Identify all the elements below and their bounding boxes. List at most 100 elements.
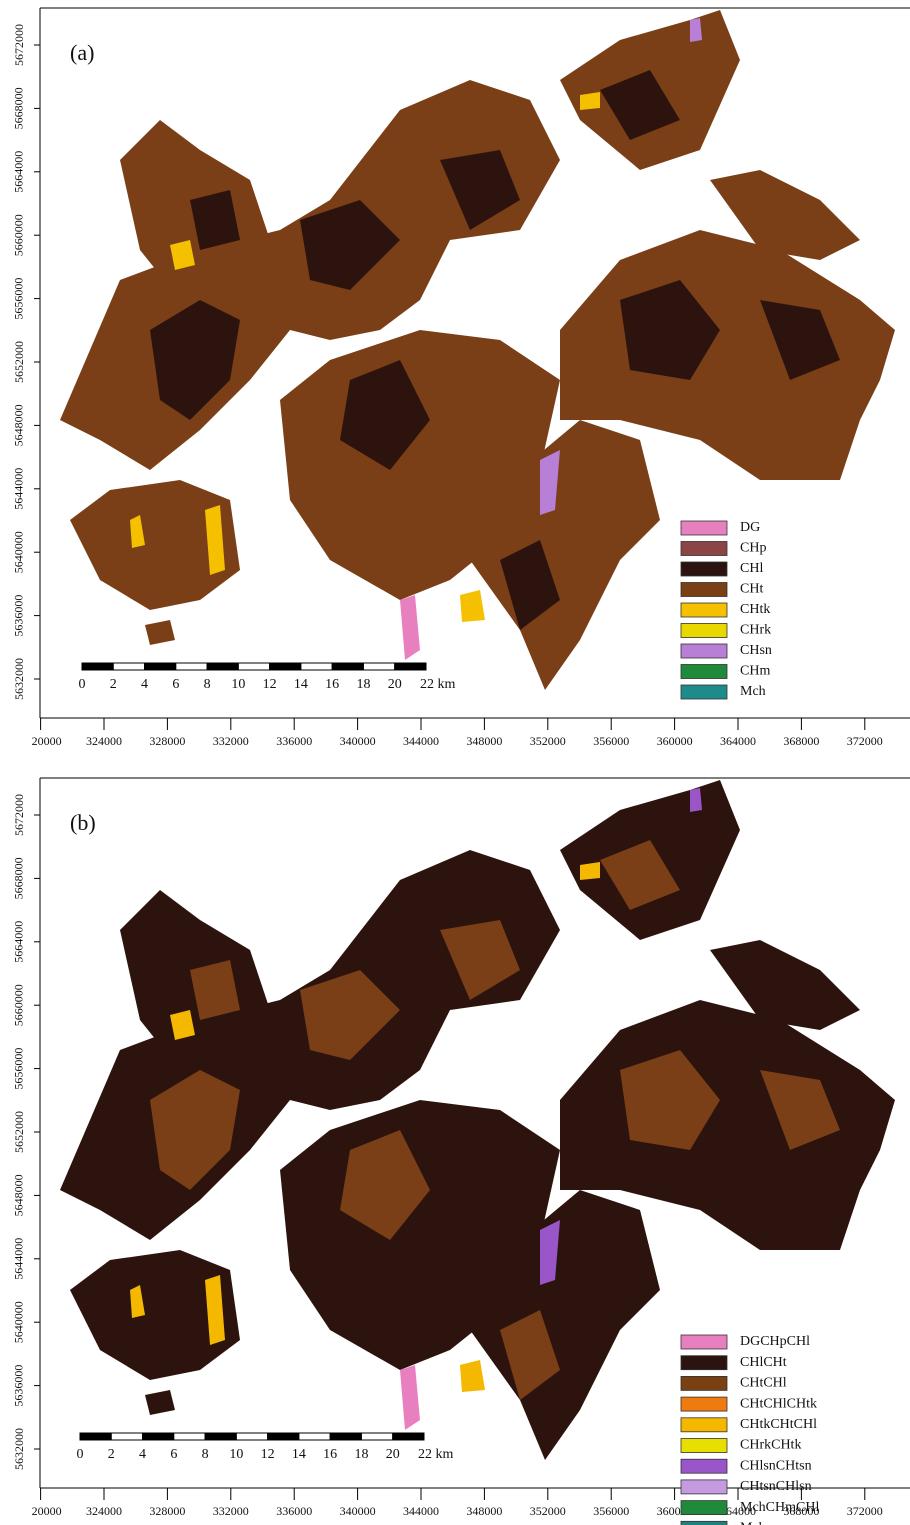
- soil-patch: [620, 280, 720, 380]
- scale-segment: [392, 1432, 425, 1441]
- scale-label: 12: [261, 1447, 275, 1462]
- soil-patch: [300, 970, 400, 1060]
- legend-swatch: [680, 1417, 728, 1433]
- soil-patch: [580, 92, 600, 110]
- scale-label: 22 km: [418, 1447, 454, 1462]
- legend-swatch: [680, 623, 728, 638]
- scale-label: 16: [325, 677, 339, 692]
- legend-swatch: [680, 643, 728, 659]
- x-tick-label: 348000: [466, 734, 502, 748]
- x-tick-label: 344000: [403, 1504, 439, 1518]
- soil-patch: [150, 1070, 240, 1190]
- scale-segment: [142, 1432, 175, 1441]
- x-tick-label: 356000: [593, 1504, 629, 1518]
- land-unit: [70, 1250, 240, 1380]
- y-tick-label: 5672000: [12, 24, 26, 66]
- scale-label: 6: [172, 677, 179, 692]
- soil-patch: [190, 960, 240, 1020]
- y-tick-label: 5664000: [12, 151, 26, 193]
- legend-label: CHsn: [740, 643, 772, 658]
- x-tick-label: 372000: [847, 734, 883, 748]
- y-tick-label: 5636000: [12, 595, 26, 637]
- scale-label: 10: [229, 1447, 243, 1462]
- scale-label: 8: [202, 1447, 209, 1462]
- soil-patch: [205, 505, 225, 575]
- x-tick-label: 324000: [86, 1504, 122, 1518]
- scale-label: 18: [354, 1447, 368, 1462]
- soil-patch: [190, 190, 240, 250]
- legend-swatch: [680, 602, 728, 618]
- x-tick-label: 352000: [530, 1504, 566, 1518]
- legend-swatch: [680, 561, 728, 577]
- land-unit: [145, 620, 175, 645]
- scale-segment: [144, 662, 177, 671]
- y-tick-label: 5672000: [12, 794, 26, 836]
- legend-label: CHtk: [740, 602, 770, 617]
- soil-patch: [600, 840, 680, 910]
- scale-segment: [81, 662, 114, 671]
- scale-segment: [360, 1432, 394, 1441]
- x-tick-label: 360000: [657, 734, 693, 748]
- soil-patch: [620, 1050, 720, 1150]
- soil-patch: [690, 788, 702, 812]
- legend-swatch: [680, 1355, 728, 1371]
- legend-swatch: [680, 520, 728, 536]
- scale-label: 20: [386, 1447, 400, 1462]
- scale-label: 2: [108, 1447, 115, 1462]
- scale-segment: [79, 1432, 112, 1441]
- scale-label: 12: [263, 677, 277, 692]
- soil-patch: [130, 515, 145, 548]
- scale-label: 0: [79, 677, 86, 692]
- legend-label: CHtCHlCHtk: [740, 1396, 817, 1411]
- legend-label: DGCHpCHl: [740, 1334, 810, 1349]
- y-tick-label: 5636000: [12, 1365, 26, 1407]
- x-tick-label: 332000: [213, 734, 249, 748]
- legend-swatch: [680, 541, 728, 556]
- soil-patch: [600, 70, 680, 140]
- x-tick-label: 336000: [276, 1504, 312, 1518]
- soil-patch: [760, 1070, 840, 1150]
- map: [60, 10, 895, 690]
- y-tick-label: 5632000: [12, 1428, 26, 1470]
- scale-segment: [331, 662, 364, 671]
- legend-swatch: [680, 1334, 728, 1350]
- y-tick-label: 5652000: [12, 341, 26, 383]
- legend-label: CHrk: [740, 623, 771, 638]
- scale-label: 20: [388, 677, 402, 692]
- soil-patch: [340, 1130, 430, 1240]
- soil-patch: [400, 595, 420, 660]
- y-tick-label: 5660000: [12, 984, 26, 1026]
- legend-swatch: [680, 1500, 728, 1515]
- scale-label: 4: [141, 677, 148, 692]
- scale-label: 2: [110, 677, 117, 692]
- legend-swatch: [680, 1458, 728, 1474]
- x-tick-label: 364000: [720, 734, 756, 748]
- y-tick-label: 5656000: [12, 1048, 26, 1090]
- x-tick-label: 20000: [32, 1504, 62, 1518]
- soil-patch: [205, 1275, 225, 1345]
- legend-label: Mch: [740, 1521, 766, 1525]
- soil-patch: [500, 540, 560, 630]
- panel-label: (b): [70, 810, 96, 835]
- legend-swatch: [680, 1376, 728, 1391]
- scale-segment: [112, 662, 146, 671]
- legend-label: CHtsnCHlsn: [740, 1479, 812, 1494]
- soil-patch: [540, 1220, 560, 1285]
- soil-patch: [690, 18, 702, 42]
- land-unit: [145, 1390, 175, 1415]
- y-tick-label: 5640000: [12, 531, 26, 573]
- legend-label: Mch: [740, 684, 766, 699]
- x-tick-label: 324000: [86, 734, 122, 748]
- x-tick-label: 368000: [783, 734, 819, 748]
- scale-segment: [237, 662, 271, 671]
- soil-patch: [760, 300, 840, 380]
- scale-label: 22 km: [420, 677, 456, 692]
- x-tick-label: 340000: [340, 734, 376, 748]
- x-tick-label: 328000: [149, 1504, 185, 1518]
- y-tick-label: 5652000: [12, 1111, 26, 1153]
- soil-patch: [460, 590, 485, 622]
- legend-label: CHrkCHtk: [740, 1438, 801, 1453]
- scale-segment: [110, 1432, 144, 1441]
- scale-label: 8: [204, 677, 211, 692]
